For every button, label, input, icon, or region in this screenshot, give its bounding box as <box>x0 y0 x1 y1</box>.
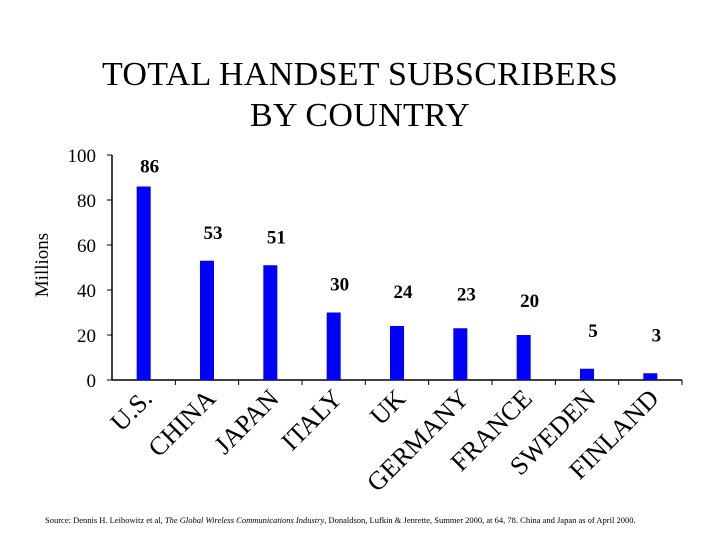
x-tick-label: JAPAN <box>209 384 285 460</box>
x-tick-label: ITALY <box>276 384 348 456</box>
data-label: 24 <box>394 282 414 303</box>
bar-china <box>200 260 214 380</box>
y-axis-ticks: 0 20 40 60 80 100 <box>68 146 112 392</box>
y-tick-label: 20 <box>77 326 96 347</box>
source-publication: The Global Wireless Communications Indus… <box>164 515 325 525</box>
y-axis-label: Millions <box>32 233 53 297</box>
y-tick-label: 0 <box>87 371 97 392</box>
bar-france <box>516 335 531 380</box>
bar-japan <box>263 265 278 380</box>
data-label: 23 <box>457 284 476 305</box>
y-tick-label: 100 <box>68 146 97 167</box>
source-prefix: Source: Dennis H. Leibowitz et al, <box>45 515 165 525</box>
y-tick-label: 40 <box>77 281 96 302</box>
data-label: 53 <box>204 223 223 244</box>
bar-germany <box>453 328 468 380</box>
y-tick-label: 60 <box>77 236 96 257</box>
source-note: Source: Dennis H. Leibowitz et al, The G… <box>45 515 695 526</box>
y-tick-label: 80 <box>77 191 96 212</box>
data-label: 5 <box>588 321 598 342</box>
bar-sweden <box>580 368 594 380</box>
bar-finland <box>643 373 658 380</box>
bars <box>136 186 658 380</box>
chart-title-line-2: BY COUNTRY <box>250 97 470 134</box>
bar-us <box>136 186 151 380</box>
x-tick-label: CHINA <box>143 384 222 463</box>
data-label: 30 <box>330 275 349 296</box>
bar-uk <box>390 326 404 380</box>
bar-italy <box>326 312 341 380</box>
source-suffix: , Donaldson, Lufkin & Jenrette, Summer 2… <box>324 515 636 525</box>
chart-title-line-1: TOTAL HANDSET SUBSCRIBERS <box>101 56 619 93</box>
data-label: 86 <box>140 157 159 178</box>
x-tick-label: U.S. <box>105 384 158 437</box>
data-label: 20 <box>520 291 539 312</box>
x-tick-label: UK <box>364 384 411 431</box>
data-label: 51 <box>267 227 286 248</box>
data-label: 3 <box>652 325 662 346</box>
